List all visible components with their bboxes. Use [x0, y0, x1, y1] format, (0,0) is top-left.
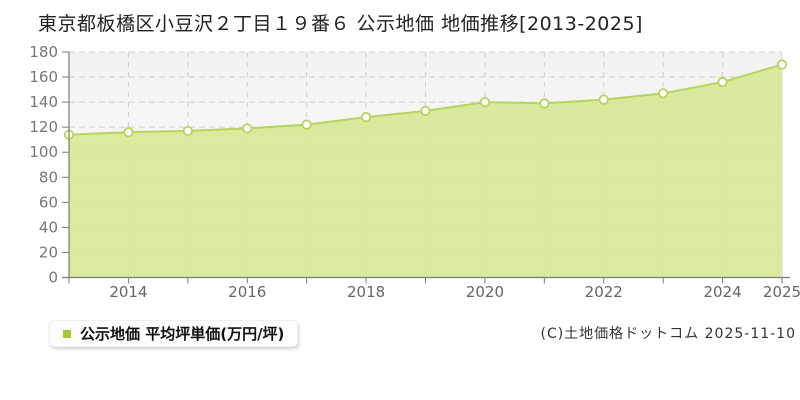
- data-point-marker: [658, 88, 669, 99]
- data-point-marker: [182, 125, 193, 137]
- axes: [62, 51, 790, 284]
- data-point-marker: [301, 119, 312, 130]
- y-tick-label: 40: [39, 218, 58, 236]
- x-tick-label: 2025: [763, 283, 800, 301]
- y-tick-label: 60: [39, 193, 58, 211]
- data-point-marker: [539, 98, 550, 109]
- y-tick-label: 0: [48, 269, 58, 287]
- data-point-marker: [420, 105, 431, 116]
- x-tick-label: 2018: [347, 283, 385, 301]
- data-point-markers: [63, 59, 788, 140]
- y-tick-label: 20: [39, 243, 58, 261]
- x-tick-label: 2022: [585, 283, 623, 301]
- legend-marker-icon: [63, 329, 71, 338]
- data-point-marker: [479, 97, 491, 108]
- x-tick-label: 2016: [228, 283, 266, 301]
- data-point-marker: [123, 127, 134, 138]
- tick-labels: 0 20 40 60 80 100 120 140 160 180 2014 2016 2018 2020…: [29, 43, 800, 301]
- data-point-marker: [717, 76, 728, 88]
- y-tick-label: 120: [29, 118, 58, 136]
- x-tick-label: 2020: [466, 283, 504, 301]
- page-title: 東京都板橋区小豆沢２丁目１９番６ 公示地価 地価推移[2013-2025]: [38, 13, 643, 35]
- data-point-marker: [242, 123, 253, 134]
- data-point-marker: [360, 112, 372, 123]
- y-tick-label: 180: [29, 43, 58, 61]
- legend: 公示地価 平均坪単価(万円/坪): [49, 320, 299, 347]
- price-area-fill: [69, 64, 782, 278]
- data-point-marker: [776, 59, 788, 70]
- legend-label: 公示地価 平均坪単価(万円/坪): [80, 325, 285, 343]
- copyright-text: (C)土地価格ドットコム 2025-11-10: [540, 326, 796, 342]
- y-tick-label: 100: [29, 143, 58, 161]
- x-tick-label: 2014: [109, 283, 147, 301]
- y-tick-label: 80: [39, 168, 58, 186]
- y-tick-label: 160: [29, 68, 58, 86]
- x-tick-label: 2024: [703, 283, 741, 301]
- data-point-marker: [598, 94, 609, 105]
- y-tick-label: 140: [29, 93, 58, 111]
